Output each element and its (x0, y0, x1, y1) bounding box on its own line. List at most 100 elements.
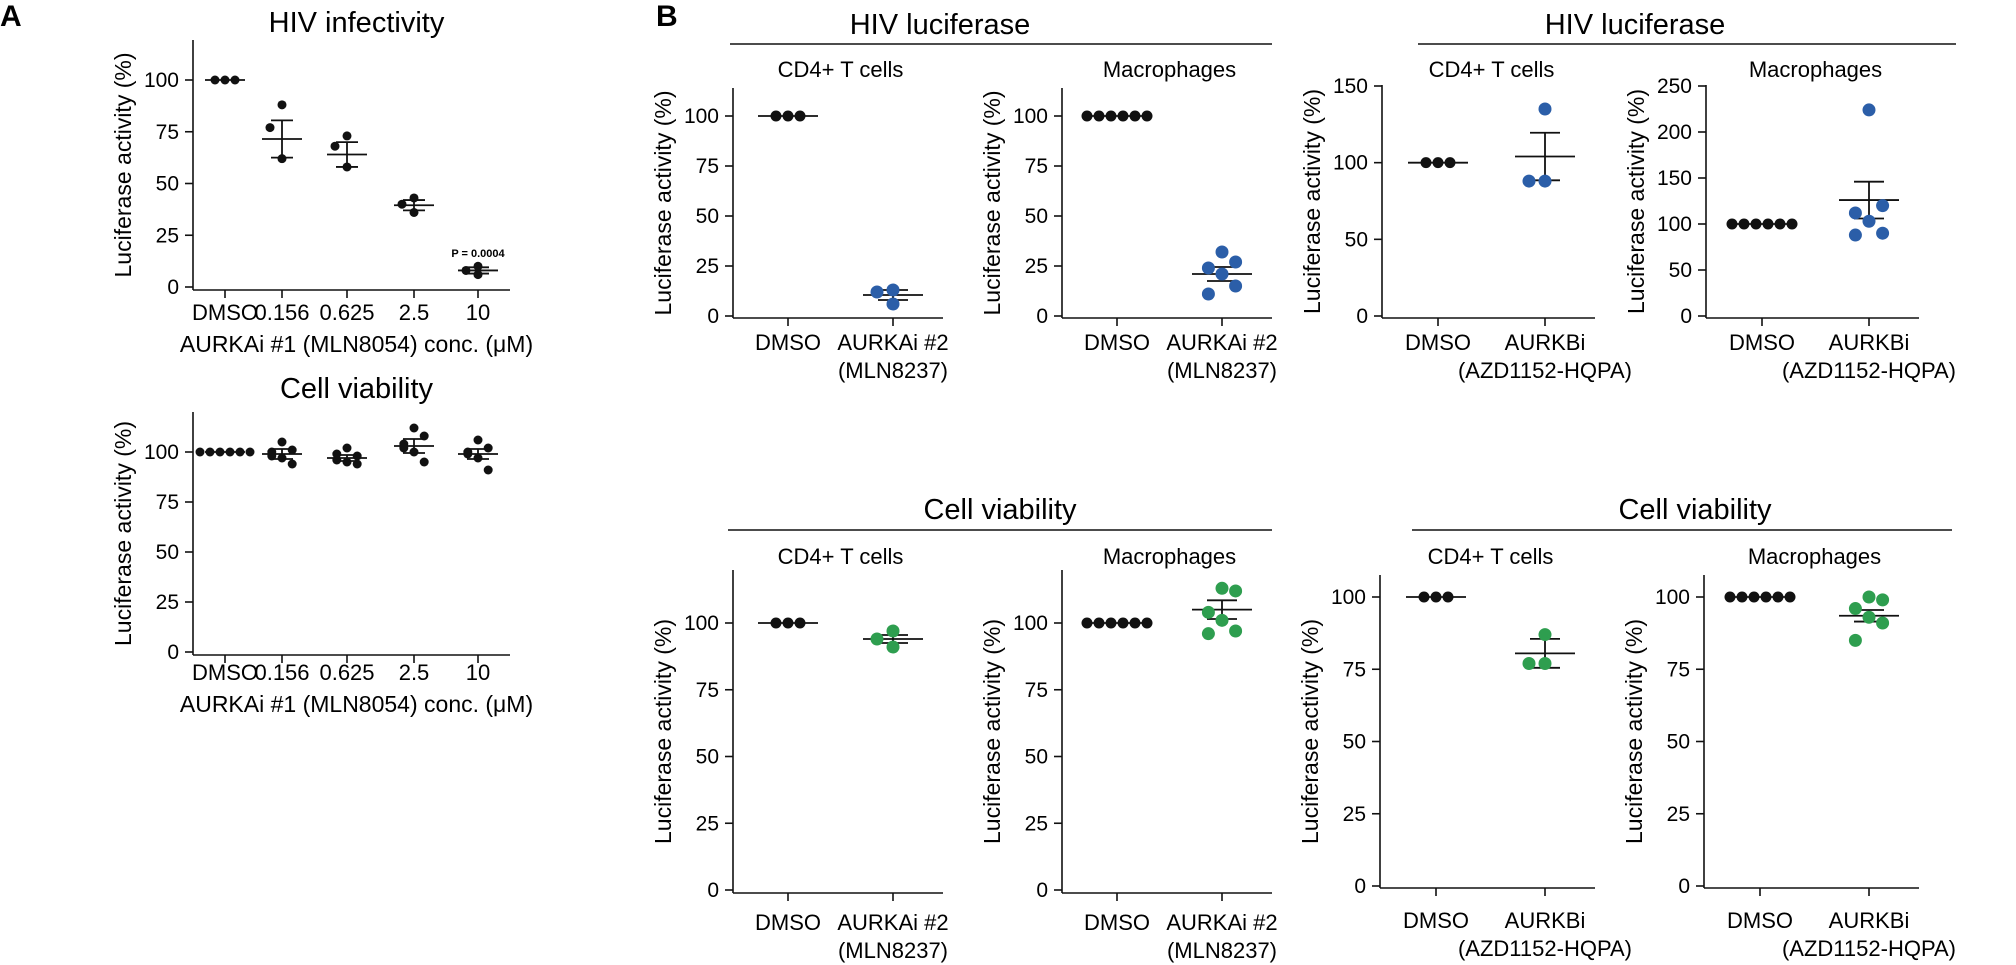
data-point (770, 110, 782, 122)
data-point (1750, 218, 1762, 230)
data-point (1430, 591, 1442, 603)
chart-6: 0 50 100 150 200 250 Luciferase activity (%) Ma… (1623, 57, 1956, 383)
category-label: 0.156 (254, 660, 309, 685)
data-point (794, 110, 806, 122)
category-label: AURKBi (AZD1152-HQPA) (1782, 330, 1956, 383)
data-point (397, 199, 407, 209)
data-point (342, 162, 352, 172)
category-label: DMSO (1403, 908, 1469, 933)
chart-subtitle: CD4+ T cells (1428, 544, 1554, 569)
x-axis-label: AURKAi #1 (MLN8054) conc. (μM) (180, 691, 533, 717)
chart-2: 0 25 50 75 100 Luciferase activity (%) Cell vi… (110, 373, 533, 717)
y-tick-label: 0 (1036, 305, 1048, 328)
data-point (870, 632, 884, 646)
y-tick-label: 100 (1333, 152, 1368, 175)
y-tick-label: 100 (684, 105, 719, 128)
y-tick-label: 50 (1025, 746, 1048, 769)
data-point (461, 265, 471, 275)
y-tick-label: 0 (167, 276, 179, 299)
data-point (886, 297, 900, 311)
category-label: 2.5 (399, 300, 430, 325)
data-point (1862, 214, 1876, 228)
data-point (342, 457, 352, 467)
y-tick-label: 75 (1667, 658, 1690, 681)
data-point (886, 624, 900, 638)
x-axis-label: AURKAi #1 (MLN8054) conc. (μM) (180, 331, 533, 357)
y-tick-label: 75 (156, 121, 179, 144)
category-label: 0.625 (319, 660, 374, 685)
data-point (1522, 656, 1536, 670)
y-tick-label: 75 (696, 679, 719, 702)
data-point (1105, 617, 1117, 629)
category-label: DMSO (1405, 330, 1471, 355)
y-tick-label: 0 (1036, 879, 1048, 902)
data-point (1772, 591, 1784, 603)
y-tick-label: 100 (1655, 586, 1690, 609)
data-point (1105, 110, 1117, 122)
chart-subtitle: CD4+ T cells (778, 544, 904, 569)
data-point (277, 154, 287, 164)
y-axis-label: Luciferase activity (%) (1297, 619, 1323, 844)
data-point (409, 423, 419, 433)
y-tick-label: 50 (696, 746, 719, 769)
data-point (794, 617, 806, 629)
data-point (210, 75, 220, 85)
data-point (1432, 157, 1444, 169)
data-point (473, 270, 483, 280)
category-label: AURKAi #2 (MLN8237) (1166, 910, 1277, 963)
data-point (399, 443, 409, 453)
data-point (1201, 287, 1215, 301)
data-point (1418, 591, 1430, 603)
y-tick-label: 25 (156, 591, 179, 614)
data-point (267, 447, 277, 457)
data-point (265, 123, 275, 133)
chart-4: 0 25 50 75 100 Luciferase activity (%) Macroph… (979, 57, 1278, 383)
y-tick-label: 150 (1657, 167, 1692, 190)
chart-10: 0 25 50 75 100 Luciferase activity (%) Macroph… (1621, 544, 1956, 961)
category-label: AURKAi #2 (MLN8237) (837, 330, 948, 383)
y-tick-label: 50 (1343, 731, 1366, 754)
y-tick-label: 75 (156, 491, 179, 514)
data-point (782, 617, 794, 629)
chart-title: HIV infectivity (269, 7, 445, 39)
data-point (409, 447, 419, 457)
chart-subtitle: CD4+ T cells (1429, 57, 1555, 82)
data-point (419, 457, 429, 467)
data-point (1726, 218, 1738, 230)
y-tick-label: 25 (696, 255, 719, 278)
group-title-cell-viability-aurka: Cell viability (923, 494, 1077, 526)
data-point (1748, 591, 1760, 603)
group-title-hiv-luciferase-aurka: HIV luciferase (850, 9, 1031, 41)
data-point (409, 193, 419, 203)
data-point (782, 110, 794, 122)
data-point (1876, 616, 1890, 630)
category-label: DMSO (1084, 910, 1150, 935)
data-point (215, 447, 225, 457)
data-point (1081, 110, 1093, 122)
data-point (409, 207, 419, 217)
data-point (419, 431, 429, 441)
data-point (1738, 218, 1750, 230)
data-point (330, 141, 340, 151)
data-point (220, 75, 230, 85)
category-label: AURKBi (AZD1152-HQPA) (1458, 908, 1632, 961)
y-tick-label: 75 (1343, 658, 1366, 681)
data-point (225, 447, 235, 457)
chart-title: Cell viability (280, 373, 434, 405)
data-point (1724, 591, 1736, 603)
data-point (1862, 103, 1876, 117)
y-tick-label: 50 (1669, 259, 1692, 282)
data-point (1081, 617, 1093, 629)
y-tick-label: 75 (696, 155, 719, 178)
data-point (1848, 602, 1862, 616)
panel-letter-b: B (656, 0, 678, 33)
data-point (1129, 617, 1141, 629)
data-point (277, 453, 287, 463)
data-point (473, 261, 483, 271)
category-label: AURKBi (AZD1152-HQPA) (1458, 330, 1632, 383)
group-title-hiv-luciferase-aurkb: HIV luciferase (1545, 9, 1726, 41)
category-label: AURKAi #2 (MLN8237) (837, 910, 948, 963)
data-point (332, 449, 342, 459)
y-tick-label: 100 (144, 441, 179, 464)
chart-5: 0 50 100 150 Luciferase activity (%) CD4+ T c… (1299, 57, 1632, 383)
